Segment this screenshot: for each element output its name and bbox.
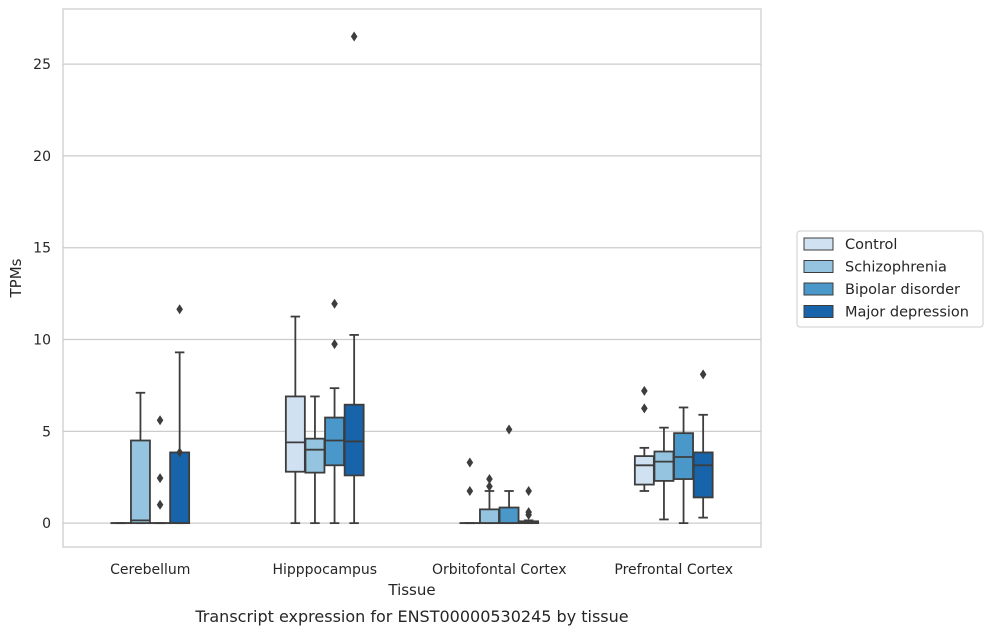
x-axis-label: Tissue xyxy=(387,581,435,599)
legend-label: Schizophrenia xyxy=(845,260,947,276)
legend-swatch xyxy=(803,237,834,251)
figure-caption: Transcript expression for ENST0000053024… xyxy=(194,607,628,626)
box-major-depression-hipppocampus xyxy=(343,31,365,525)
legend-swatch xyxy=(803,305,834,318)
box-major-depression-cerebellum xyxy=(169,304,191,525)
outlier-point xyxy=(699,369,707,380)
outlier-point xyxy=(505,424,513,435)
y-tick-label: 15 xyxy=(33,241,51,257)
outlier-point xyxy=(176,447,183,458)
legend: Control Schizophrenia Bipolar disorder Majo… xyxy=(796,230,984,328)
legend-swatch xyxy=(803,260,834,273)
outlier-point xyxy=(350,31,358,42)
outlier-point xyxy=(486,481,493,492)
y-tick-label: 25 xyxy=(33,57,51,73)
box-bipolar-disorder-orbitofontal-cortex xyxy=(498,424,520,525)
y-tick-label: 20 xyxy=(33,149,51,165)
x-tick-label: Orbitofontal Cortex xyxy=(432,562,567,578)
plot-frame xyxy=(62,8,762,548)
iqr-box xyxy=(284,395,306,473)
iqr-box xyxy=(343,403,365,477)
iqr-box xyxy=(324,416,345,467)
iqr-box xyxy=(653,450,675,482)
x-tick-labels: Cerebellum Hipppocampus Orbitofontal Corte… xyxy=(110,562,733,578)
iqr-box xyxy=(498,506,520,525)
outlier-point xyxy=(176,304,183,315)
outlier-point xyxy=(156,499,164,510)
x-tick-label: Prefrontal Cortex xyxy=(614,562,733,578)
outlier-point xyxy=(641,403,648,414)
iqr-box xyxy=(479,508,500,525)
legend-label: Bipolar disorder xyxy=(845,282,960,298)
outlier-point xyxy=(331,298,338,309)
y-tick-label: 5 xyxy=(42,424,51,440)
box-groups xyxy=(110,31,714,525)
box-schizophrenia-cerebellum xyxy=(130,391,151,525)
box-schizophrenia-hipppocampus xyxy=(304,395,326,525)
box-bipolar-disorder-prefrontal-cortex xyxy=(673,406,694,525)
box-major-depression-orbitofontal-cortex xyxy=(518,485,540,525)
legend-label: Major depression xyxy=(845,305,969,321)
y-tick-labels: 0 5 10 15 20 25 xyxy=(33,57,51,532)
iqr-box xyxy=(692,451,714,499)
iqr-box xyxy=(169,451,191,525)
iqr-box xyxy=(130,439,151,525)
x-tick-label: Cerebellum xyxy=(110,562,190,578)
iqr-box xyxy=(633,455,655,486)
box-schizophrenia-prefrontal-cortex xyxy=(653,426,675,521)
iqr-box xyxy=(304,437,326,474)
y-tick-label: 10 xyxy=(33,333,51,349)
outlier-point xyxy=(466,457,474,468)
legend-swatch xyxy=(803,282,834,296)
y-tick-label: 0 xyxy=(42,516,51,532)
legend-label: Control xyxy=(845,237,897,253)
outlier-point xyxy=(486,474,493,485)
outlier-point xyxy=(466,485,474,496)
outlier-point xyxy=(525,485,532,496)
box-control-hipppocampus xyxy=(284,315,306,525)
box-control-prefrontal-cortex xyxy=(633,385,655,492)
outlier-point xyxy=(641,385,648,396)
outlier-point xyxy=(525,507,532,518)
x-tick-label: Hipppocampus xyxy=(272,562,377,578)
iqr-box xyxy=(673,432,694,480)
box-major-depression-prefrontal-cortex xyxy=(692,369,714,519)
outlier-point xyxy=(331,339,338,350)
outlier-point xyxy=(156,415,164,426)
outlier-point xyxy=(156,473,164,484)
y-axis-label: TPMs xyxy=(7,258,25,298)
legend-frame xyxy=(796,230,984,328)
